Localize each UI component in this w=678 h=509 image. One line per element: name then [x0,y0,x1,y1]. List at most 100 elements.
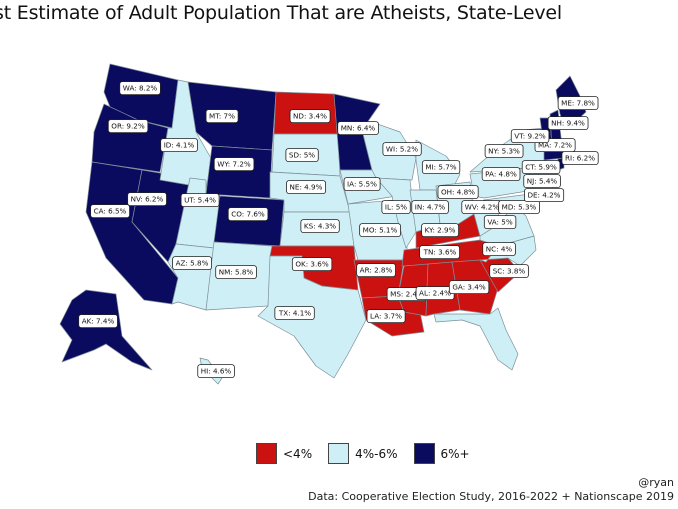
state-label-box [421,223,459,238]
state-label-text: VT: 9.2% [514,132,546,141]
state-label-text: TN: 3.6% [423,248,457,257]
state-label-text: UT: 5.4% [184,196,216,205]
state-label-ny: NY: 5.3% [484,144,524,159]
state-label-mt: MT: 7% [205,109,239,123]
state-label-box [172,256,212,271]
state-label-id: ID: 4.1% [160,138,198,153]
state-label-text: NH: 9.4% [551,119,585,128]
state-label-box [366,309,406,324]
state-label-nm: NM: 5.8% [215,265,257,280]
state-label-box [437,185,479,200]
state-label-text: KY: 2.9% [425,226,456,235]
state-label-box [197,364,235,379]
legend: <4% 4%-6% 6%+ [256,443,486,464]
state-label-va: VA: 5% [483,215,517,230]
state-label-text: CO: 7.6% [231,210,265,219]
state-label-box [286,180,327,195]
state-label-in: IN: 4.7% [411,200,449,215]
state-label-text: MI: 5.7% [425,163,456,172]
state-label-text: IL: 5% [385,203,407,212]
state-label-box [523,174,561,189]
state-label-nh: NH: 9.4% [547,116,589,130]
state-label-box [78,314,118,329]
state-label-box [300,219,340,234]
state-label-ak: AK: 7.4% [78,314,118,329]
state-label-text: MT: 7% [209,112,235,121]
state-label-ky: KY: 2.9% [421,223,459,238]
state-label-az: AZ: 5.8% [172,256,212,271]
state-label-box [213,157,255,172]
author-credit: @ryan [638,476,674,489]
state-label-box [483,215,517,230]
state-label-box [521,160,561,175]
state-label-nc: NC: 4% [482,242,516,257]
state-label-hi: HI: 4.6% [197,364,235,379]
state-label-ct: CT: 5.9% [521,160,561,175]
state-label-nv: NV: 6.2% [127,192,167,207]
state-label-box [419,245,460,260]
state-label-box [557,96,599,110]
state-labels: WA: 8.2% OR: 9.2% CA: 6.5% NV: 6.2% ID: 4.1%… [78,81,599,379]
state-label-box [274,306,315,321]
state-label-text: NC: 4% [486,245,513,254]
state-label-text: NJ: 5.4% [527,177,558,186]
legend-swatch-low [256,443,277,464]
state-label-ca: CA: 6.5% [90,204,130,219]
state-label-wv: WV: 4.2% [461,200,503,215]
state-label-pa: PA: 4.8% [481,167,521,182]
state-label-text: MD: 5.3% [502,203,537,212]
legend-label-high: 6%+ [440,446,470,461]
state-label-box [285,148,319,163]
data-source: Data: Cooperative Election Study, 2016-2… [308,490,674,503]
state-label-text: MS: 2.4% [390,290,424,299]
state-label-text: WA: 8.2% [123,84,158,93]
state-label-box [227,207,269,222]
state-label-text: KS: 4.3% [304,222,336,231]
state-label-box [119,81,161,95]
state-shape-ak [59,289,153,371]
legend-label-mid: 4%-6% [355,446,398,461]
state-label-box [90,204,130,219]
state-label-text: AZ: 5.8% [176,259,209,268]
state-label-text: NM: 5.8% [219,268,254,277]
state-label-ia: IA: 5.5% [343,177,381,192]
state-label-text: ID: 4.1% [164,141,195,150]
state-label-mi: MI: 5.7% [421,160,461,175]
state-label-nd: ND: 3.4% [289,109,331,123]
state-label-text: VA: 5% [487,218,513,227]
state-label-box [448,280,490,295]
state-label-box [411,200,449,215]
state-label-text: MO: 5.1% [363,226,398,235]
state-label-text: NY: 5.3% [488,147,520,156]
state-label-text: WV: 4.2% [465,203,500,212]
state-label-il: IL: 5% [381,200,411,215]
state-label-text: LA: 3.7% [370,312,402,321]
state-label-box [498,200,540,215]
state-label-wy: WY: 7.2% [213,157,255,172]
state-label-box [524,188,565,203]
state-label-text: WY: 7.2% [217,160,251,169]
state-label-box [381,200,411,215]
state-label-box [127,192,167,207]
state-label-text: WI: 5.2% [386,145,418,154]
state-label-text: AR: 2.8% [360,266,393,275]
state-label-box [481,167,521,182]
state-label-box [160,138,198,153]
state-label-text: SD: 5% [289,151,315,160]
state-label-nj: NJ: 5.4% [523,174,561,189]
state-label-box [291,257,333,272]
state-label-text: AK: 7.4% [82,317,115,326]
state-label-text: AL: 2.4% [419,289,451,298]
state-label-text: HI: 4.6% [201,367,232,376]
state-label-vt: VT: 9.2% [510,129,550,144]
state-label-wa: WA: 8.2% [119,81,161,95]
state-label-wi: WI: 5.2% [382,142,422,157]
state-label-co: CO: 7.6% [227,207,269,222]
state-label-md: MD: 5.3% [498,200,540,215]
state-label-ne: NE: 4.9% [286,180,327,195]
state-label-text: OK: 3.6% [295,260,329,269]
state-label-box [107,119,149,134]
state-label-text: DE: 4.2% [527,191,560,200]
state-label-box [343,177,381,192]
